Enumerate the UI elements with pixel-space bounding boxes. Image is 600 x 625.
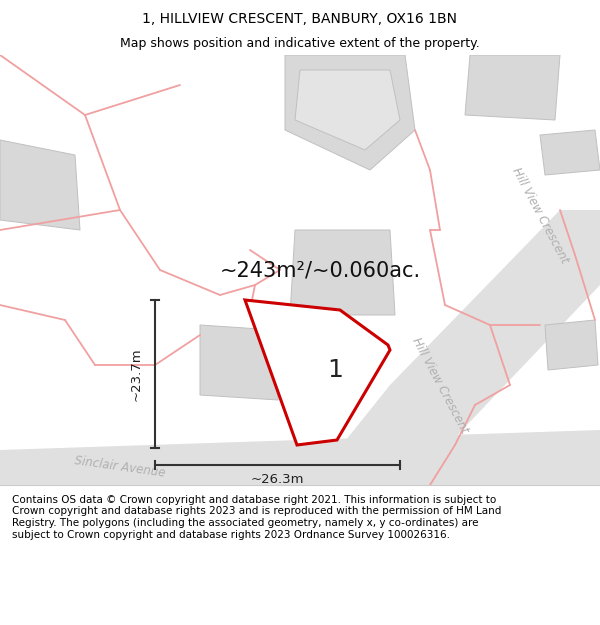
Text: 1: 1 (327, 358, 343, 382)
Polygon shape (290, 230, 395, 315)
Polygon shape (310, 210, 600, 485)
Polygon shape (465, 55, 560, 120)
Text: ~26.3m: ~26.3m (251, 473, 304, 486)
Text: Hill View Crescent: Hill View Crescent (509, 165, 571, 265)
Text: ~243m²/~0.060ac.: ~243m²/~0.060ac. (220, 260, 421, 280)
Text: Sinclair Avenue: Sinclair Avenue (74, 454, 166, 480)
Polygon shape (545, 320, 598, 370)
Text: Map shows position and indicative extent of the property.: Map shows position and indicative extent… (120, 38, 480, 51)
Polygon shape (285, 55, 415, 170)
Text: Hill View Crescent: Hill View Crescent (409, 335, 471, 435)
Polygon shape (245, 300, 390, 445)
Text: Contains OS data © Crown copyright and database right 2021. This information is : Contains OS data © Crown copyright and d… (12, 495, 502, 539)
Text: ~23.7m: ~23.7m (130, 348, 143, 401)
Polygon shape (200, 325, 278, 400)
Polygon shape (0, 140, 80, 230)
Text: 1, HILLVIEW CRESCENT, BANBURY, OX16 1BN: 1, HILLVIEW CRESCENT, BANBURY, OX16 1BN (143, 12, 458, 26)
Polygon shape (0, 430, 600, 485)
Polygon shape (540, 130, 600, 175)
Polygon shape (295, 70, 400, 150)
